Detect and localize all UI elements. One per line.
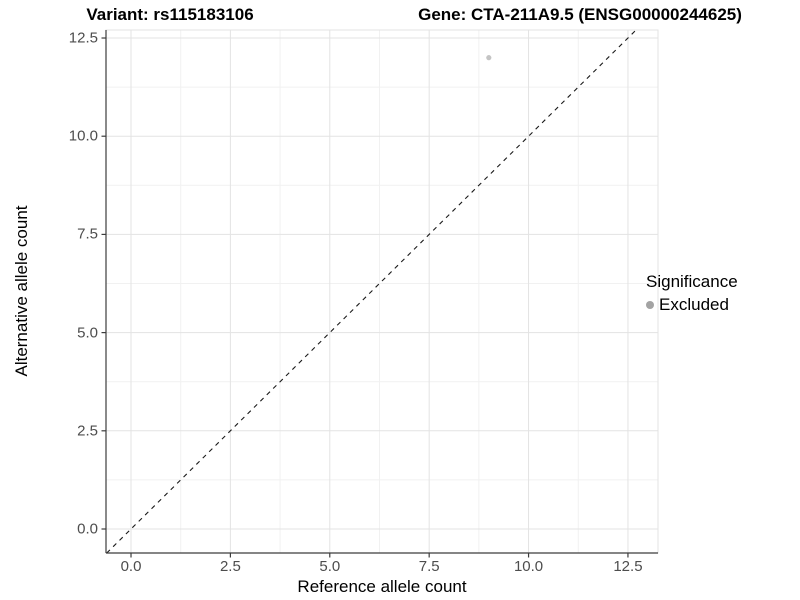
identity-dashed-line	[106, 29, 637, 554]
legend-item: Excluded	[646, 295, 738, 315]
x-tick-label: 2.5	[219, 558, 241, 575]
data-point	[486, 55, 492, 61]
legend-title: Significance	[646, 272, 738, 291]
x-tick-label: 12.5	[613, 558, 643, 575]
y-tick-label: 2.5	[77, 422, 98, 440]
x-axis-title: Reference allele count	[297, 577, 467, 596]
x-tick-label: 7.5	[418, 558, 440, 575]
panel-border	[105, 29, 659, 554]
legend-key-dot-icon	[646, 301, 654, 309]
y-tick-label: 12.5	[68, 29, 98, 47]
y-tick-label: 5.0	[77, 324, 98, 342]
x-tick-label: 10.0	[513, 558, 544, 575]
plot-title-gene: Gene: CTA-211A9.5 (ENSG00000244625)	[418, 5, 742, 24]
y-tick-label: 0.0	[77, 520, 98, 538]
x-tick-label: 5.0	[319, 558, 341, 575]
legend: Significance Excluded	[646, 272, 738, 315]
y-axis-title: Alternative allele count	[12, 205, 31, 377]
x-tick-label: 0.0	[120, 558, 142, 575]
plot-title-variant: Variant: rs115183106	[86, 5, 254, 24]
y-tick-label: 10.0	[68, 127, 98, 145]
legend-item-label: Excluded	[659, 295, 729, 314]
y-tick-label: 7.5	[77, 225, 98, 243]
